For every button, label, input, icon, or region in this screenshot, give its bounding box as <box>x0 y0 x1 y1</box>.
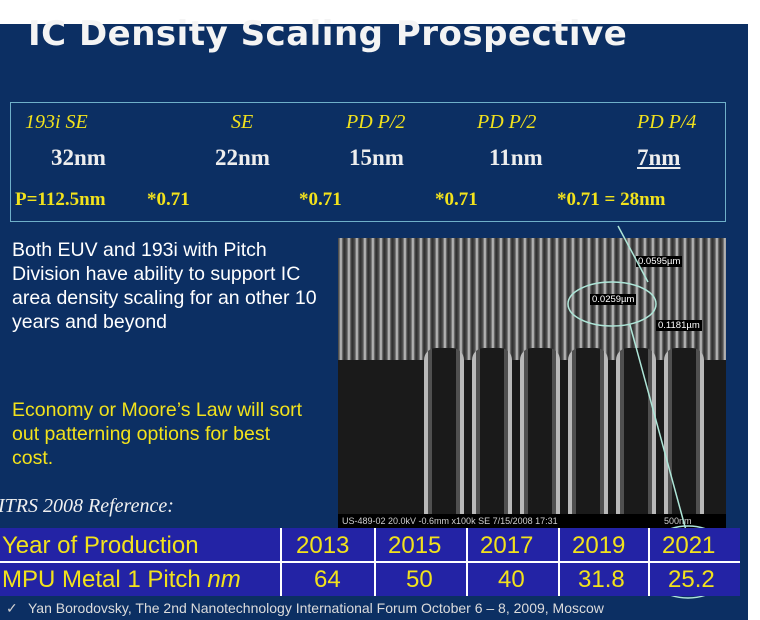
slide-title: IC Density Scaling Prospective <box>28 14 628 54</box>
table-row-unit: nm <box>207 566 241 593</box>
table-cell: 2013 <box>296 532 350 559</box>
table-cell: 50 <box>406 566 433 593</box>
tech-label: PD P/2 <box>477 111 537 133</box>
pitch-result: *0.71 = 28nm <box>557 189 666 210</box>
table-cell: 2021 <box>662 532 716 559</box>
table-row-label: MPU Metal 1 Pitch nm <box>2 566 241 594</box>
slide-footer: Yan Borodovsky, The 2nd Nanotechnology I… <box>28 600 604 616</box>
table-divider <box>0 561 740 563</box>
sem-line <box>472 348 512 518</box>
measurement-label: 0.1181µm <box>656 320 702 331</box>
node-value: 7nm <box>637 145 681 170</box>
pitch-multiplier: *0.71 <box>299 189 342 210</box>
node-value: 32nm <box>51 145 106 170</box>
table-divider <box>648 528 650 596</box>
node-value: 15nm <box>349 145 404 170</box>
node-value: 22nm <box>215 145 270 170</box>
tech-label: PD P/2 <box>346 111 406 133</box>
sem-line <box>664 348 704 518</box>
table-cell: 2015 <box>388 532 442 559</box>
sem-scale-label: 500nm <box>664 516 692 526</box>
table-cell: 25.2 <box>668 566 715 593</box>
pitch-multiplier: *0.71 <box>147 189 190 210</box>
footer-check-icon: ✓ <box>6 600 18 616</box>
table-divider <box>558 528 560 596</box>
tech-label: SE <box>231 111 254 133</box>
sem-image: 0.0595µm 0.0259µm 0.1181µm US-489-02 20.… <box>338 238 726 528</box>
pitch-multiplier: *0.71 <box>435 189 478 210</box>
table-cell: 64 <box>314 566 341 593</box>
sem-line <box>616 348 656 518</box>
top-band <box>0 0 760 24</box>
node-roadmap-box: 193i SE SE PD P/2 PD P/2 PD P/4 32nm 22n… <box>10 102 726 222</box>
table-cell: 31.8 <box>578 566 625 593</box>
table-cell: 2019 <box>572 532 626 559</box>
table-row-label: Year of Production <box>2 532 199 559</box>
itrs-table: Year of Production 2013 2015 2017 2019 2… <box>0 528 740 596</box>
measurement-label: 0.0595µm <box>636 256 683 267</box>
sem-line <box>424 348 464 518</box>
sem-line <box>520 348 560 518</box>
measurement-label: 0.0259µm <box>590 294 637 305</box>
itrs-reference-label: ITRS 2008 Reference: <box>0 495 174 517</box>
table-divider <box>466 528 468 596</box>
sem-info-text: US-489-02 20.0kV -0.6mm x100k SE 7/15/20… <box>342 516 558 526</box>
table-cell: 40 <box>498 566 525 593</box>
economy-paragraph: Economy or Moore’s Law will sort out pat… <box>12 399 303 469</box>
table-row-label-text: MPU Metal 1 Pitch <box>2 566 201 593</box>
table-cell: 2017 <box>480 532 534 559</box>
sem-line <box>568 348 608 518</box>
tech-label: 193i SE <box>25 111 88 133</box>
euv-paragraph: Both EUV and 193i with Pitch Division ha… <box>12 239 317 333</box>
pitch-value: P=112.5nm <box>15 189 106 210</box>
tech-label: PD P/4 <box>637 111 697 133</box>
table-divider <box>280 528 282 596</box>
node-value: 11nm <box>489 145 543 170</box>
sem-info-bar: US-489-02 20.0kV -0.6mm x100k SE 7/15/20… <box>338 514 726 528</box>
table-divider <box>374 528 376 596</box>
